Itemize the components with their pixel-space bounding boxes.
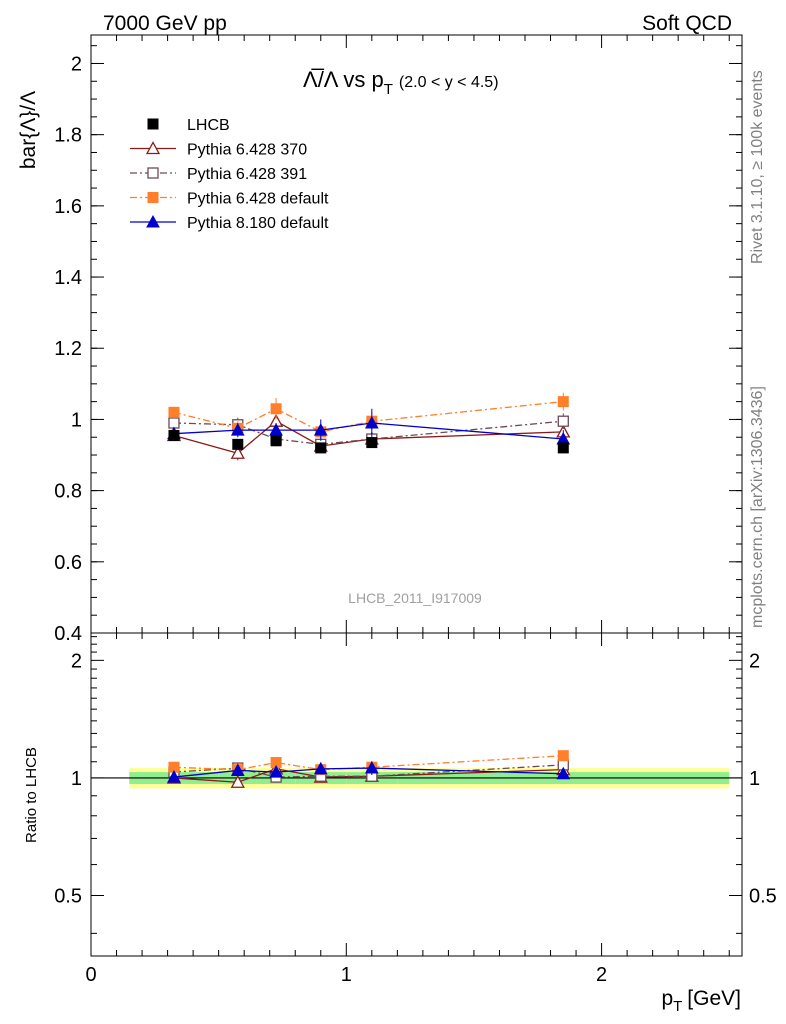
ratio-band (91, 768, 742, 789)
series-line-pythia-6-428-default (173, 400, 564, 433)
ratio-tick-label: 1 (71, 768, 82, 790)
legend-label-pythia-6-428-default: Pythia 6.428 default (187, 191, 329, 208)
y-tick-label: 0.6 (54, 552, 82, 574)
legend-label-pythia-8-180-default: Pythia 8.180 default (187, 215, 329, 232)
legend-label-pythia-6-428-391: Pythia 6.428 391 (187, 166, 307, 183)
data-point-pythia-6-428-391 (557, 415, 569, 427)
data-point-pythia-8-180-default (269, 423, 283, 436)
ratio-tick-label-right: 0.5 (749, 886, 777, 908)
y-tick-label: 1 (71, 409, 82, 431)
data-point-lhcb (168, 429, 180, 441)
data-point-lhcb (315, 442, 327, 454)
x-tick-label: 2 (596, 964, 607, 986)
ratio-tick-label: 0.5 (54, 886, 82, 908)
y-axis-label: bar{Λ}/Λ (17, 91, 40, 169)
ratio-data (166, 750, 571, 788)
legend-entry-lhcb: LHCB (147, 117, 230, 134)
main-x-ticks (90, 35, 730, 633)
ratio-tick-label-right: 1 (749, 768, 760, 790)
legend-marker-pythia-6-428-default (147, 192, 159, 203)
legend-entry-pythia-6-428-391: Pythia 6.428 391 (130, 166, 307, 183)
data-point-pythia-6-428-370 (230, 445, 245, 459)
legend-marker-pythia-6-428-370 (145, 141, 161, 155)
legend-label-lhcb: LHCB (187, 117, 230, 134)
y-tick-label: 1.8 (54, 125, 82, 147)
ratio-point-pythia-8-180-default (167, 770, 181, 783)
legend-entry-pythia-8-180-default: Pythia 8.180 default (130, 214, 329, 232)
y-tick-label: 0.8 (54, 481, 82, 503)
ratio-x-ticks: 0 1 2 (85, 633, 730, 986)
legend-label-pythia-6-428-370: Pythia 6.428 370 (187, 142, 307, 159)
x-axis-label: pT [GeV] (661, 987, 741, 1015)
ratio-point-pythia-6-428-default (557, 750, 569, 762)
ratio-frame (90, 632, 743, 957)
plot-title-range: (2.0 < y < 4.5) (399, 74, 499, 91)
ratio-point-pythia-8-180-default (313, 761, 328, 775)
data-point-lhcb (270, 435, 282, 447)
x-axis-label-unit: [GeV] (687, 987, 741, 1010)
ratio-tick-label-right: 2 (749, 650, 760, 672)
data-point-pythia-6-428-391 (168, 417, 180, 429)
ratio-point-pythia-6-428-370 (230, 774, 245, 788)
ratio-line-pythia-6-428-default (173, 755, 564, 771)
series-line-pythia-8-180-default (173, 422, 564, 440)
ratio-line-pythia-6-428-391 (173, 764, 564, 778)
data-point-pythia-8-180-default (364, 415, 379, 429)
y-tick-label: 1.4 (54, 267, 82, 289)
data-point-pythia-8-180-default (230, 423, 245, 436)
legend-marker-pythia-6-428-391 (147, 167, 159, 179)
ratio-point-pythia-8-180-default (364, 760, 379, 774)
main-y-ticks: 0.4 0.6 0.8 1 1.2 1.4 1.6 1.8 2 (54, 45, 742, 645)
legend: LHCB Pythia 6.428 370 Pythia 6.428 391 Pyth… (130, 117, 329, 232)
x-axis-label-sub: T (673, 998, 682, 1015)
y-tick-label: 1.2 (54, 338, 82, 360)
y-tick-label: 0.4 (54, 623, 82, 645)
legend-marker-pythia-8-180-default (146, 214, 160, 228)
ratio-point-pythia-8-180-default (556, 766, 571, 780)
ratio-y-ticks: 0.5 0.5 1 1 2 2 (54, 636, 777, 934)
legend-entry-pythia-6-428-default: Pythia 6.428 default (130, 191, 329, 208)
ratio-line-pythia-6-428-370 (173, 768, 564, 783)
analysis-id: LHCB_2011_I917009 (348, 590, 482, 606)
ratio-tick-label: 2 (71, 650, 82, 672)
data-point-pythia-6-428-default (270, 403, 282, 415)
legend-marker-lhcb (147, 118, 159, 130)
data-point-pythia-6-428-default (557, 396, 569, 408)
ratio-y-axis-label: Ratio to LHCB (23, 747, 40, 843)
x-tick-label: 0 (85, 964, 96, 986)
y-tick-label: 2 (71, 53, 82, 75)
data-point-lhcb (232, 438, 244, 450)
data-point-lhcb (557, 442, 569, 454)
x-tick-label: 1 (341, 964, 352, 986)
header-left: 7000 GeV pp (103, 12, 227, 35)
y-tick-label: 1.6 (54, 196, 82, 218)
ratio-point-pythia-8-180-default (269, 765, 283, 778)
plot-title-main: Λ̅/Λ vs p (303, 67, 384, 92)
ratio-panel: 0.5 0.5 1 1 2 2 0 1 2 Ratio to LHCB (23, 632, 777, 986)
rivet-label: Rivet 3.1.10, ≥ 100k events (749, 70, 766, 264)
mcplots-label: mcplots.cern.ch [arXiv:1306.3436] (749, 386, 766, 628)
plot-title: Λ̅/Λ vs pT (2.0 < y < 4.5) (303, 67, 499, 98)
ratio-point-pythia-8-180-default (230, 763, 245, 776)
x-axis-label-main: p (661, 987, 673, 1010)
ratio-line-pythia-8-180-default (173, 767, 564, 778)
data-point-pythia-8-180-default (313, 423, 328, 436)
main-panel: 0.4 0.6 0.8 1 1.2 1.4 1.6 1.8 2 Λ̅/Λ vs pT (2.0 <… (17, 34, 743, 645)
header-right: Soft QCD (642, 12, 732, 35)
data-point-lhcb (366, 437, 378, 449)
legend-entry-pythia-6-428-370: Pythia 6.428 370 (130, 141, 307, 159)
series-line-pythia-6-428-370 (173, 420, 564, 454)
data-point-pythia-6-428-default (168, 406, 180, 418)
main-data (166, 392, 571, 461)
plot-title-sub: T (384, 81, 393, 98)
